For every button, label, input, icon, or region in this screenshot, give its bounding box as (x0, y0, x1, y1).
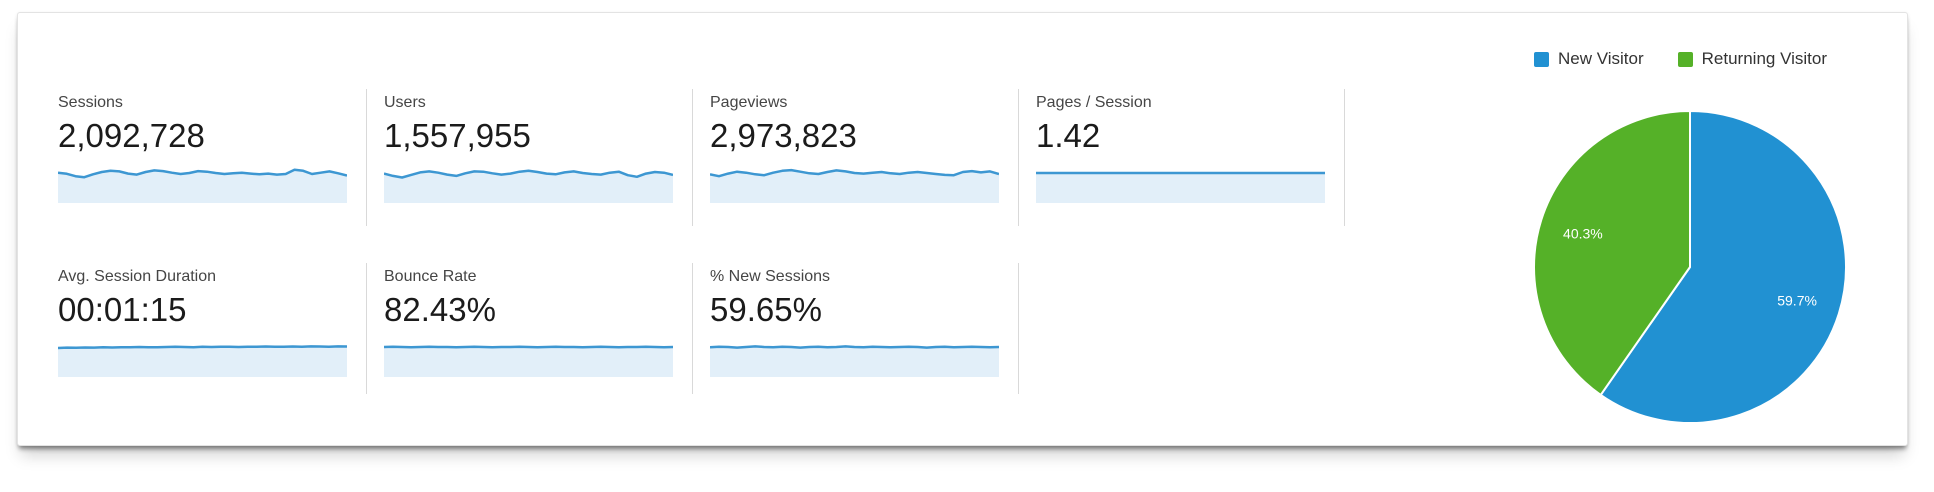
metrics-row-2: Avg. Session Duration 00:01:15 Bounce Ra… (41, 263, 1345, 394)
percent-new-sessions-sparkline[interactable] (710, 337, 999, 377)
pie-slice-label: 59.7% (1777, 293, 1817, 309)
legend-label: Returning Visitor (1701, 49, 1827, 68)
pie-slice-returning-visitor[interactable] (1533, 110, 1691, 396)
bounce-rate-sparkline[interactable] (384, 337, 673, 377)
metric-label: Pages / Session (1036, 94, 1152, 111)
metric-pageviews[interactable]: Pageviews 2,973,823 (693, 89, 1019, 226)
pages-per-session-sparkline[interactable] (1036, 163, 1325, 203)
visitor-type-chart: New Visitor Returning Visitor 59.7% 40.3% (1478, 13, 1898, 447)
metric-label: Users (384, 94, 426, 111)
metric-sessions[interactable]: Sessions 2,092,728 (41, 89, 367, 226)
returning-visitor-swatch-icon (1677, 51, 1693, 67)
metric-users[interactable]: Users 1,557,955 (367, 89, 693, 226)
metrics-panel: Sessions 2,092,728 Users 1,557,955 Pagev… (41, 89, 1345, 394)
visitor-type-pie-chart[interactable]: 59.7% 40.3% (1530, 107, 1850, 427)
avg-session-duration-sparkline[interactable] (58, 337, 347, 377)
sessions-sparkline[interactable] (58, 163, 347, 203)
metric-value: 59.65% (710, 291, 822, 328)
metric-avg-session-duration[interactable]: Avg. Session Duration 00:01:15 (41, 263, 367, 394)
legend-item-new-visitor: New Visitor (1533, 49, 1644, 69)
metric-value: 1,557,955 (384, 117, 531, 154)
metric-value: 1.42 (1036, 117, 1101, 154)
metric-value: 2,973,823 (710, 117, 857, 154)
metric-label: Bounce Rate (384, 268, 477, 285)
new-visitor-swatch-icon (1533, 51, 1549, 67)
pie-legend: New Visitor Returning Visitor (1478, 49, 1883, 69)
metric-label: Sessions (58, 94, 123, 111)
metric-value: 00:01:15 (58, 291, 187, 328)
users-sparkline[interactable] (384, 163, 673, 203)
metric-label: Avg. Session Duration (58, 268, 217, 285)
metrics-row-1: Sessions 2,092,728 Users 1,557,955 Pagev… (41, 89, 1345, 226)
metric-pages-per-session[interactable]: Pages / Session 1.42 (1019, 89, 1345, 226)
metric-bounce-rate[interactable]: Bounce Rate 82.43% (367, 263, 693, 394)
metric-percent-new-sessions[interactable]: % New Sessions 59.65% (693, 263, 1019, 394)
overview-card: Sessions 2,092,728 Users 1,557,955 Pagev… (17, 12, 1908, 446)
metric-value: 2,092,728 (58, 117, 205, 154)
pageviews-sparkline[interactable] (710, 163, 999, 203)
pie-slice-label: 40.3% (1563, 225, 1603, 241)
metric-label: Pageviews (710, 94, 788, 111)
metric-label: % New Sessions (710, 268, 831, 285)
metric-value: 82.43% (384, 291, 496, 328)
legend-label: New Visitor (1557, 49, 1644, 68)
pie-slice-new-visitor[interactable] (1599, 110, 1847, 424)
legend-item-returning-visitor: Returning Visitor (1677, 49, 1827, 69)
